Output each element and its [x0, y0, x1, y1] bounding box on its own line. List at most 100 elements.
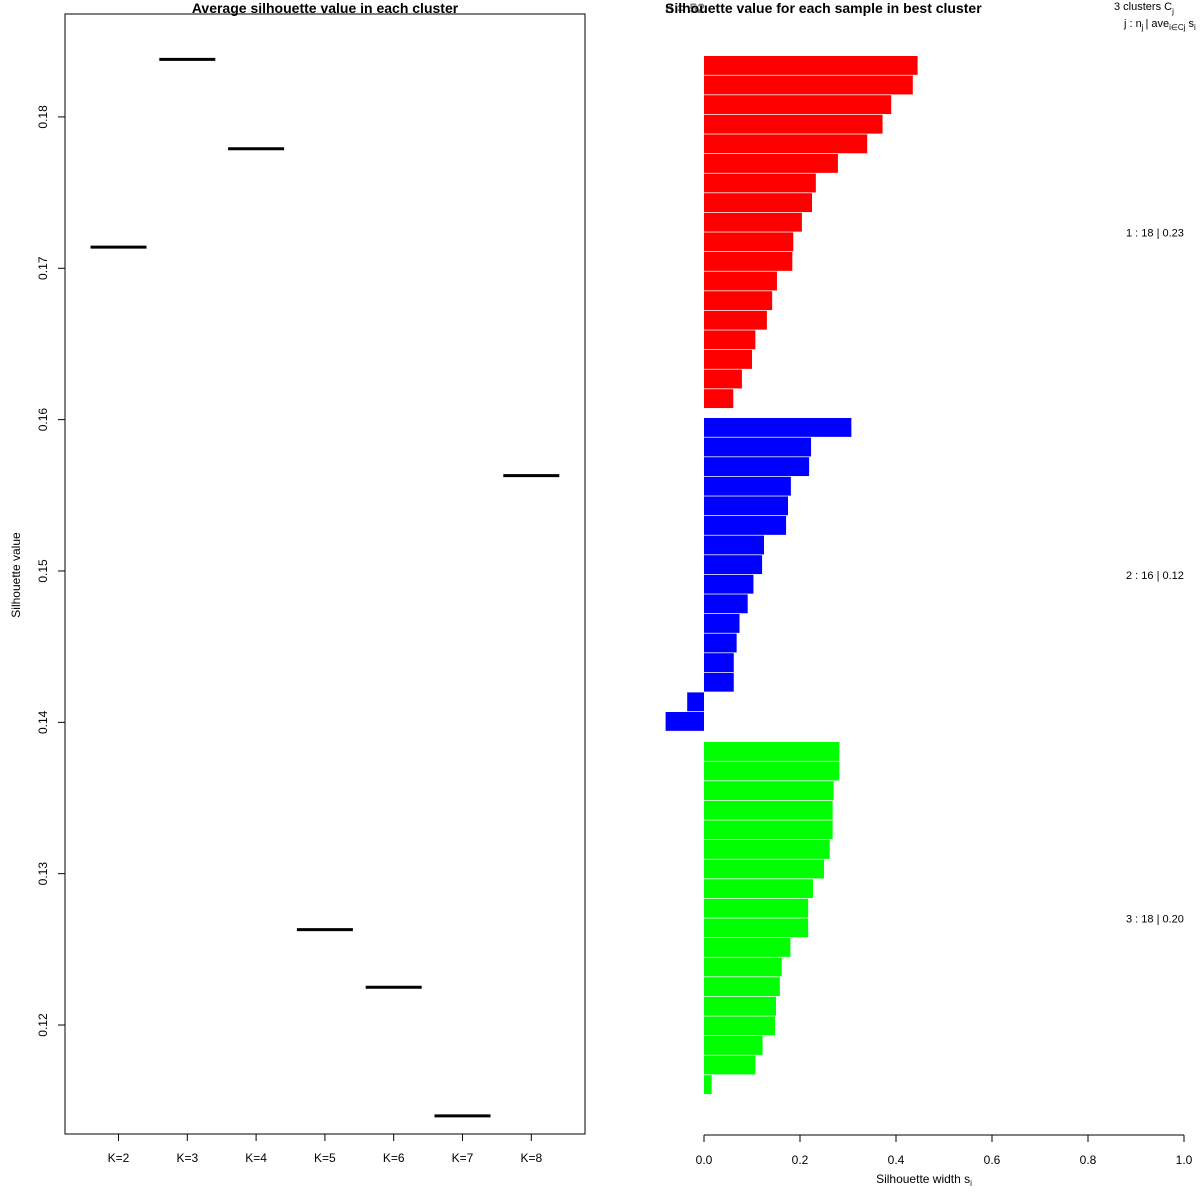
legend-line2-sub: j [1141, 23, 1144, 32]
cluster-summary-label: 2 : 16 | 0.12 [1126, 570, 1184, 582]
right-x-tick-label: 0.8 [1080, 1153, 1097, 1167]
right-panel: n = 52 Silhouette value for each sample … [665, 0, 1196, 1188]
left-x-tick-label: K=4 [245, 1151, 267, 1165]
silhouette-bar [704, 555, 763, 575]
silhouette-bar [704, 996, 776, 1016]
silhouette-bar [704, 291, 773, 311]
legend-header-line2: j : nj | avei∈Cj si [1123, 18, 1196, 32]
silhouette-bar [704, 820, 833, 840]
silhouette-bar [704, 271, 777, 291]
silhouette-bar [704, 389, 734, 409]
left-x-tick-label: K=5 [314, 1151, 336, 1165]
silhouette-bar [704, 1075, 712, 1095]
silhouette-bar [704, 742, 840, 761]
silhouette-bar [704, 614, 740, 633]
silhouette-bar [704, 369, 742, 389]
left-y-tick-label: 0.12 [36, 1013, 50, 1037]
legend-header: 3 clusters Cj j : nj | avei∈Cj si [1114, 1, 1196, 32]
left-x-axis: K=2 K=3 K=4 K=5 K=6 K=7 K=8 [108, 1134, 542, 1165]
silhouette-bar [704, 918, 809, 938]
silhouette-bar [704, 350, 752, 369]
left-y-tick-label: 0.13 [36, 862, 50, 886]
silhouette-bar [704, 957, 782, 977]
silhouette-bar [704, 781, 834, 801]
right-x-tick-label: 0.0 [696, 1153, 713, 1167]
right-x-axis: 0.0 0.2 0.4 0.6 0.8 1.0 [696, 1134, 1193, 1167]
silhouette-bar [665, 712, 704, 731]
left-x-tick-label: K=8 [520, 1151, 542, 1165]
silhouette-bar [704, 1016, 776, 1036]
silhouette-bar [704, 535, 764, 555]
silhouette-bar [704, 496, 788, 516]
left-chart-title: Average silhouette value in each cluster [192, 0, 459, 16]
right-x-tick-label: 0.4 [888, 1153, 905, 1167]
silhouette-bar [704, 114, 883, 134]
silhouette-bar [704, 574, 754, 594]
silhouette-bar [704, 437, 812, 457]
right-x-axis-label-text: Silhouette width s [876, 1172, 970, 1186]
silhouette-bar [704, 173, 816, 193]
silhouette-bar [704, 653, 734, 673]
left-y-axis-label: Silhouette value [9, 532, 23, 618]
left-x-tick-label: K=2 [108, 1151, 130, 1165]
silhouette-bar [704, 310, 767, 330]
left-marks [90, 57, 560, 1118]
legend-line2-rest: | ave [1146, 18, 1170, 30]
silhouette-bar [704, 761, 840, 781]
silhouette-bar [704, 800, 833, 820]
left-y-tick-label: 0.17 [36, 256, 50, 280]
right-x-tick-label: 1.0 [1176, 1153, 1193, 1167]
silhouette-bar [704, 193, 812, 213]
left-plot-frame [64, 13, 586, 1135]
cluster-summary-label: 3 : 18 | 0.20 [1126, 913, 1184, 925]
cluster-summary-label: 1 : 18 | 0.23 [1126, 227, 1184, 239]
right-x-tick-label: 0.2 [792, 1153, 809, 1167]
silhouette-bar [704, 75, 913, 95]
silhouette-bar [704, 232, 794, 252]
silhouette-bar [704, 938, 791, 957]
silhouette-bar [704, 1055, 756, 1075]
silhouette-bar [704, 476, 791, 496]
left-y-axis: 0.12 0.13 0.14 0.15 0.16 0.17 0.18 [36, 105, 65, 1037]
left-y-tick-label: 0.15 [36, 559, 50, 583]
right-chart-title: Silhouette value for each sample in best… [665, 0, 982, 16]
silhouette-bar [704, 418, 852, 437]
left-panel: Average silhouette value in each cluster… [9, 0, 586, 1165]
legend-line2-sub2: i∈Cj [1169, 23, 1186, 32]
sample-count-label: n = 52 [665, 0, 705, 16]
legend-header-line1: 3 clusters Cj [1114, 1, 1174, 16]
legend-line1-text: 3 clusters C [1114, 1, 1172, 13]
left-x-tick-label: K=3 [176, 1151, 198, 1165]
left-y-tick-label: 0.18 [36, 105, 50, 129]
silhouette-bar [704, 134, 868, 154]
silhouette-bar [704, 457, 810, 477]
silhouette-bar [704, 330, 756, 350]
silhouette-bar [704, 633, 737, 653]
silhouette-bar [704, 252, 793, 271]
silhouette-bar [704, 1036, 763, 1055]
left-x-tick-label: K=7 [452, 1151, 474, 1165]
legend-line2-end: s [1188, 18, 1194, 30]
right-x-axis-label-sub: i [970, 1179, 972, 1188]
silhouette-bar [704, 95, 892, 115]
left-y-tick-label: 0.16 [36, 408, 50, 432]
silhouette-bar [704, 594, 748, 614]
silhouette-bar [704, 898, 809, 918]
legend-line2-end-sub: i [1194, 23, 1196, 32]
silhouette-bar [704, 879, 813, 899]
right-bars [665, 56, 918, 1095]
silhouette-bar [704, 672, 734, 692]
silhouette-bar [704, 859, 824, 879]
silhouette-bar [704, 516, 787, 535]
legend-line1-sub: j [1171, 7, 1174, 16]
legend-line2-text: j : n [1123, 18, 1142, 30]
cluster-labels: 1 : 18 | 0.23 2 : 16 | 0.12 3 : 18 | 0.20 [1126, 227, 1184, 925]
right-x-axis-label: Silhouette width si [876, 1172, 972, 1188]
silhouette-bar [704, 977, 780, 997]
silhouette-bar [687, 692, 704, 712]
left-x-tick-label: K=6 [383, 1151, 405, 1165]
right-x-tick-label: 0.6 [984, 1153, 1001, 1167]
silhouette-bar [704, 840, 830, 859]
silhouette-bar [704, 154, 838, 173]
